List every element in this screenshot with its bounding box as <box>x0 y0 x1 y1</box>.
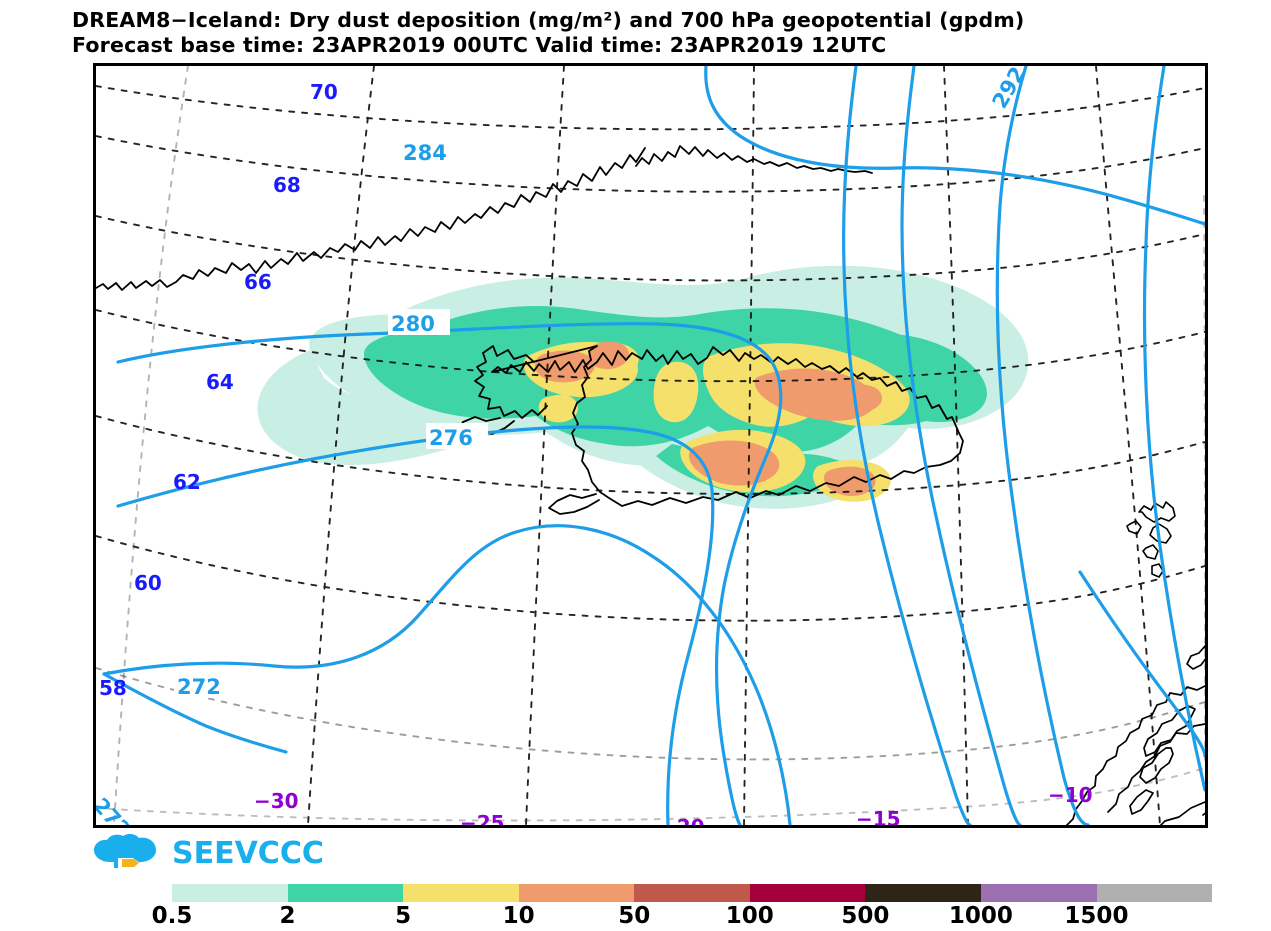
lon-label--30: −30 <box>254 789 299 813</box>
contour-272 <box>102 524 792 825</box>
colorbar-label-100: 100 <box>725 903 774 929</box>
lon-label--25: −25 <box>460 811 505 825</box>
coastline-iceland-reykjanes <box>548 493 600 515</box>
dust-contour-10-southeast <box>824 466 876 496</box>
cloud-arrow-icon <box>94 834 156 868</box>
parallel-62 <box>96 415 1205 495</box>
parallel-66 <box>96 215 1205 282</box>
map-plot-area[interactable]: 70 68 66 64 62 60 58 −30 −25 −20 −15 −10… <box>93 63 1208 828</box>
colorbar-swatch-500 <box>865 884 981 902</box>
colorbar-label-1000: 1000 <box>948 903 1013 929</box>
colorbar-label-0.5: 0.5 <box>151 903 193 929</box>
lat-label-68: 68 <box>273 173 301 197</box>
meridian-35 <box>113 66 189 825</box>
colorbar-swatches <box>172 884 1213 902</box>
colorbar-swatch-100 <box>749 884 866 902</box>
contour-label-272: 272 <box>177 675 221 699</box>
lon-label--15: −15 <box>856 807 901 825</box>
contour-288 <box>1142 66 1205 792</box>
chart-title-block: DREAM8−Iceland: Dry dust deposition (mg/… <box>72 8 1262 58</box>
colorbar-tick-labels: 0.5 2 5 10 50 100 500 1000 1500 <box>152 903 1212 931</box>
dust-contour-10-south <box>688 440 780 486</box>
map-canvas: 70 68 66 64 62 60 58 −30 −25 −20 −15 −10… <box>96 66 1205 825</box>
contour-labels: 292 284 280 276 272 272 <box>96 66 1030 825</box>
dust-contour-5-midwest <box>653 361 699 423</box>
colorbar-legend: 0.5 2 5 10 50 100 500 1000 1500 <box>152 884 1213 931</box>
colorbar-swatch-10 <box>518 884 635 902</box>
meridian-20 <box>743 66 755 825</box>
dust-contour-10-nw-tip <box>587 341 629 370</box>
lat-label-70: 70 <box>310 80 338 104</box>
colorbar-swatch-1000 <box>980 884 1097 902</box>
colorbar-label-2: 2 <box>279 903 296 929</box>
contour-label-284: 284 <box>403 141 447 165</box>
meridian-10 <box>1095 66 1161 825</box>
lon-label--20: −20 <box>660 815 705 825</box>
colorbar-label-10: 10 <box>502 903 535 929</box>
coastline-iceland-westfjords <box>474 345 548 419</box>
meridian-30 <box>307 66 375 825</box>
meridian-25 <box>525 66 565 825</box>
coastlines <box>96 145 1205 825</box>
lat-label-64: 64 <box>206 370 234 394</box>
contour-280 <box>116 322 783 825</box>
parallel-60 <box>96 535 1205 622</box>
lat-label-66: 66 <box>244 270 272 294</box>
contour-276b <box>666 488 715 825</box>
dust-contour-10-east-tip <box>843 384 882 412</box>
contour-284b <box>900 66 1022 825</box>
parallel-70 <box>96 85 1205 131</box>
contour-label-276: 276 <box>429 426 473 450</box>
contour-label-280: 280 <box>391 312 435 336</box>
colorbar-swatch-1500 <box>1096 884 1213 902</box>
meridian-5 <box>1203 195 1205 767</box>
coastline-iceland <box>491 345 964 507</box>
coastline-faroe-islands <box>1126 501 1176 578</box>
lat-label-58: 58 <box>99 676 127 700</box>
logo-text: SEEVCCC <box>172 835 324 871</box>
longitude-labels: −30 −25 −20 −15 −10 <box>254 783 1093 825</box>
page-title: DREAM8−Iceland: Dry dust deposition (mg/… <box>72 8 1025 32</box>
latitude-labels: 70 68 66 64 62 60 58 <box>99 80 338 700</box>
lon-label--10: −10 <box>1048 783 1093 807</box>
colorbar-swatch-0.5 <box>172 884 288 902</box>
parallel-58 <box>96 667 1205 761</box>
colorbar-label-500: 500 <box>841 903 890 929</box>
lat-label-62: 62 <box>173 470 201 494</box>
contour-284-upper <box>704 66 1205 226</box>
meridian-15 <box>943 66 969 825</box>
coastline-greenland <box>96 147 646 291</box>
contour-272-tail <box>102 672 288 754</box>
colorbar-label-1500: 1500 <box>1064 903 1129 929</box>
contour-268 <box>842 66 972 825</box>
seevccc-logo[interactable]: SEEVCCC <box>92 833 324 873</box>
parallel-68 <box>96 135 1205 193</box>
dust-contour-5-w-small <box>538 394 578 423</box>
colorbar-swatch-5 <box>403 884 519 902</box>
contour-scot <box>1078 570 1205 758</box>
coastline-greenland-north <box>635 145 873 174</box>
forecast-time-subtitle: Forecast base time: 23APR2019 00UTC Vali… <box>72 33 887 57</box>
colorbar-swatch-50 <box>634 884 750 902</box>
contour-label-272-edge: 272 <box>96 793 135 825</box>
coastline-scotland <box>1065 645 1205 825</box>
colorbar-label-5: 5 <box>395 903 412 929</box>
colorbar-swatch-2 <box>287 884 404 902</box>
lat-label-60: 60 <box>134 571 162 595</box>
colorbar-label-50: 50 <box>618 903 651 929</box>
